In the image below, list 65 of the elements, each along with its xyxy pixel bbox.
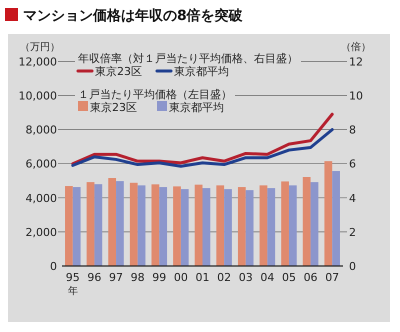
y-tick-label: 12,000: [18, 55, 57, 68]
y2-tick-label: 12: [349, 55, 363, 68]
x-tick-label: 06: [304, 271, 318, 284]
bar: [108, 178, 116, 266]
x-axis-title: 年: [68, 285, 78, 297]
bar: [65, 186, 73, 266]
bar: [267, 188, 276, 266]
bar: [180, 189, 189, 266]
y2-tick-label: 0: [349, 260, 356, 273]
bar: [72, 187, 81, 266]
y-tick-label: 6,000: [26, 158, 57, 171]
bar: [173, 186, 181, 266]
bar: [281, 181, 289, 266]
x-tick-label: 03: [238, 271, 253, 284]
x-tick-label: 05: [282, 271, 296, 284]
y-tick-label: 2,000: [26, 226, 57, 239]
bar: [194, 184, 202, 266]
y2-tick-label: 2: [349, 226, 356, 239]
y2-tick-label: 4: [349, 192, 356, 205]
bar: [224, 189, 232, 266]
bar: [238, 187, 246, 266]
y2-tick-label: 8: [349, 124, 356, 137]
y2-tick-label: 10: [349, 90, 363, 102]
x-tick-label: 01: [196, 271, 210, 284]
x-tick-label: 96: [87, 271, 102, 284]
x-tick-label: 98: [130, 271, 145, 284]
bar: [332, 171, 340, 266]
bar: [94, 184, 102, 266]
bar: [260, 185, 268, 266]
bar: [86, 182, 94, 266]
chart-title: マンション価格は年収の8倍を突破: [23, 7, 244, 24]
line-series: [71, 128, 334, 168]
y-tick-label: 10,000: [18, 90, 57, 102]
y2-tick-label: 6: [349, 158, 356, 171]
x-tick-label: 95: [66, 271, 80, 284]
legend-label: 東京都平均: [174, 65, 229, 78]
bar: [310, 182, 318, 266]
x-tick-label: 00: [174, 271, 188, 284]
y-axis-title: （万円）: [20, 42, 60, 53]
y-tick-label: 0: [50, 260, 57, 273]
x-tick-label: 97: [109, 271, 124, 284]
y2-axis-title: （倍）: [341, 41, 371, 53]
annotation: 年収倍率（対１戸当たり平均価格、右目盛）: [78, 52, 298, 65]
line-series: [71, 112, 334, 166]
bar: [130, 182, 138, 266]
bar: [216, 185, 224, 266]
annotation: １戸当たり平均価格（左目盛）: [78, 88, 232, 101]
y-tick-label: 4,000: [26, 192, 57, 205]
legend-label: 東京23区: [90, 101, 137, 114]
bar: [288, 185, 297, 266]
bar: [246, 190, 254, 266]
bar: [151, 184, 160, 266]
bar: [159, 187, 168, 266]
x-tick-label: 99: [152, 271, 166, 284]
bar: [324, 161, 332, 266]
y-tick-label: 8,000: [26, 124, 57, 137]
legend-label: 東京23区: [95, 65, 142, 78]
bar: [116, 181, 124, 266]
x-tick-label: 07: [325, 271, 340, 284]
x-tick-label: 02: [217, 271, 232, 284]
bar: [302, 177, 311, 266]
bar: [138, 185, 146, 266]
legend-label: 東京都平均: [169, 101, 224, 114]
bar: [202, 188, 210, 266]
x-tick-label: 04: [260, 271, 274, 284]
